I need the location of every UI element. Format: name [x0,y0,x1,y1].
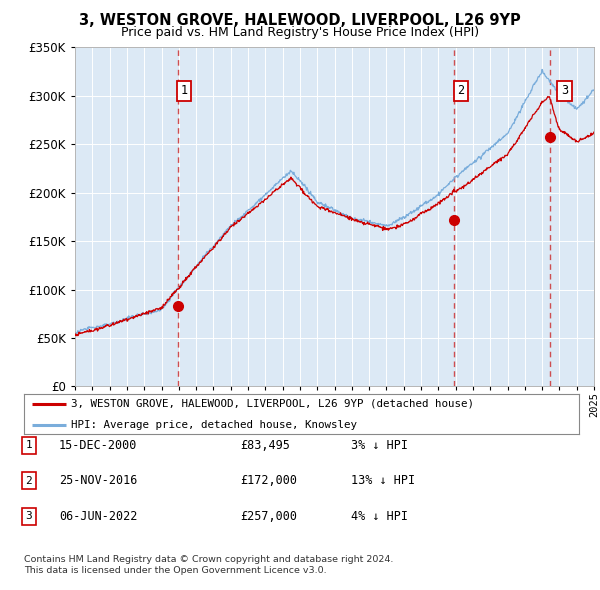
Text: 1: 1 [181,84,188,97]
Text: 3: 3 [25,512,32,521]
Text: £83,495: £83,495 [240,439,290,452]
Text: 13% ↓ HPI: 13% ↓ HPI [351,474,415,487]
Text: This data is licensed under the Open Government Licence v3.0.: This data is licensed under the Open Gov… [24,566,326,575]
Text: HPI: Average price, detached house, Knowsley: HPI: Average price, detached house, Know… [71,420,357,430]
Text: 3: 3 [561,84,568,97]
Text: 06-JUN-2022: 06-JUN-2022 [59,510,137,523]
Text: 15-DEC-2000: 15-DEC-2000 [59,439,137,452]
Text: 1: 1 [25,441,32,450]
Text: 25-NOV-2016: 25-NOV-2016 [59,474,137,487]
Text: 3% ↓ HPI: 3% ↓ HPI [351,439,408,452]
Text: 4% ↓ HPI: 4% ↓ HPI [351,510,408,523]
Text: 2: 2 [457,84,464,97]
Text: Price paid vs. HM Land Registry's House Price Index (HPI): Price paid vs. HM Land Registry's House … [121,26,479,39]
Text: 3, WESTON GROVE, HALEWOOD, LIVERPOOL, L26 9YP (detached house): 3, WESTON GROVE, HALEWOOD, LIVERPOOL, L2… [71,399,474,408]
Text: 2: 2 [25,476,32,486]
Text: Contains HM Land Registry data © Crown copyright and database right 2024.: Contains HM Land Registry data © Crown c… [24,555,394,563]
Text: 3, WESTON GROVE, HALEWOOD, LIVERPOOL, L26 9YP: 3, WESTON GROVE, HALEWOOD, LIVERPOOL, L2… [79,13,521,28]
Text: £257,000: £257,000 [240,510,297,523]
Text: £172,000: £172,000 [240,474,297,487]
